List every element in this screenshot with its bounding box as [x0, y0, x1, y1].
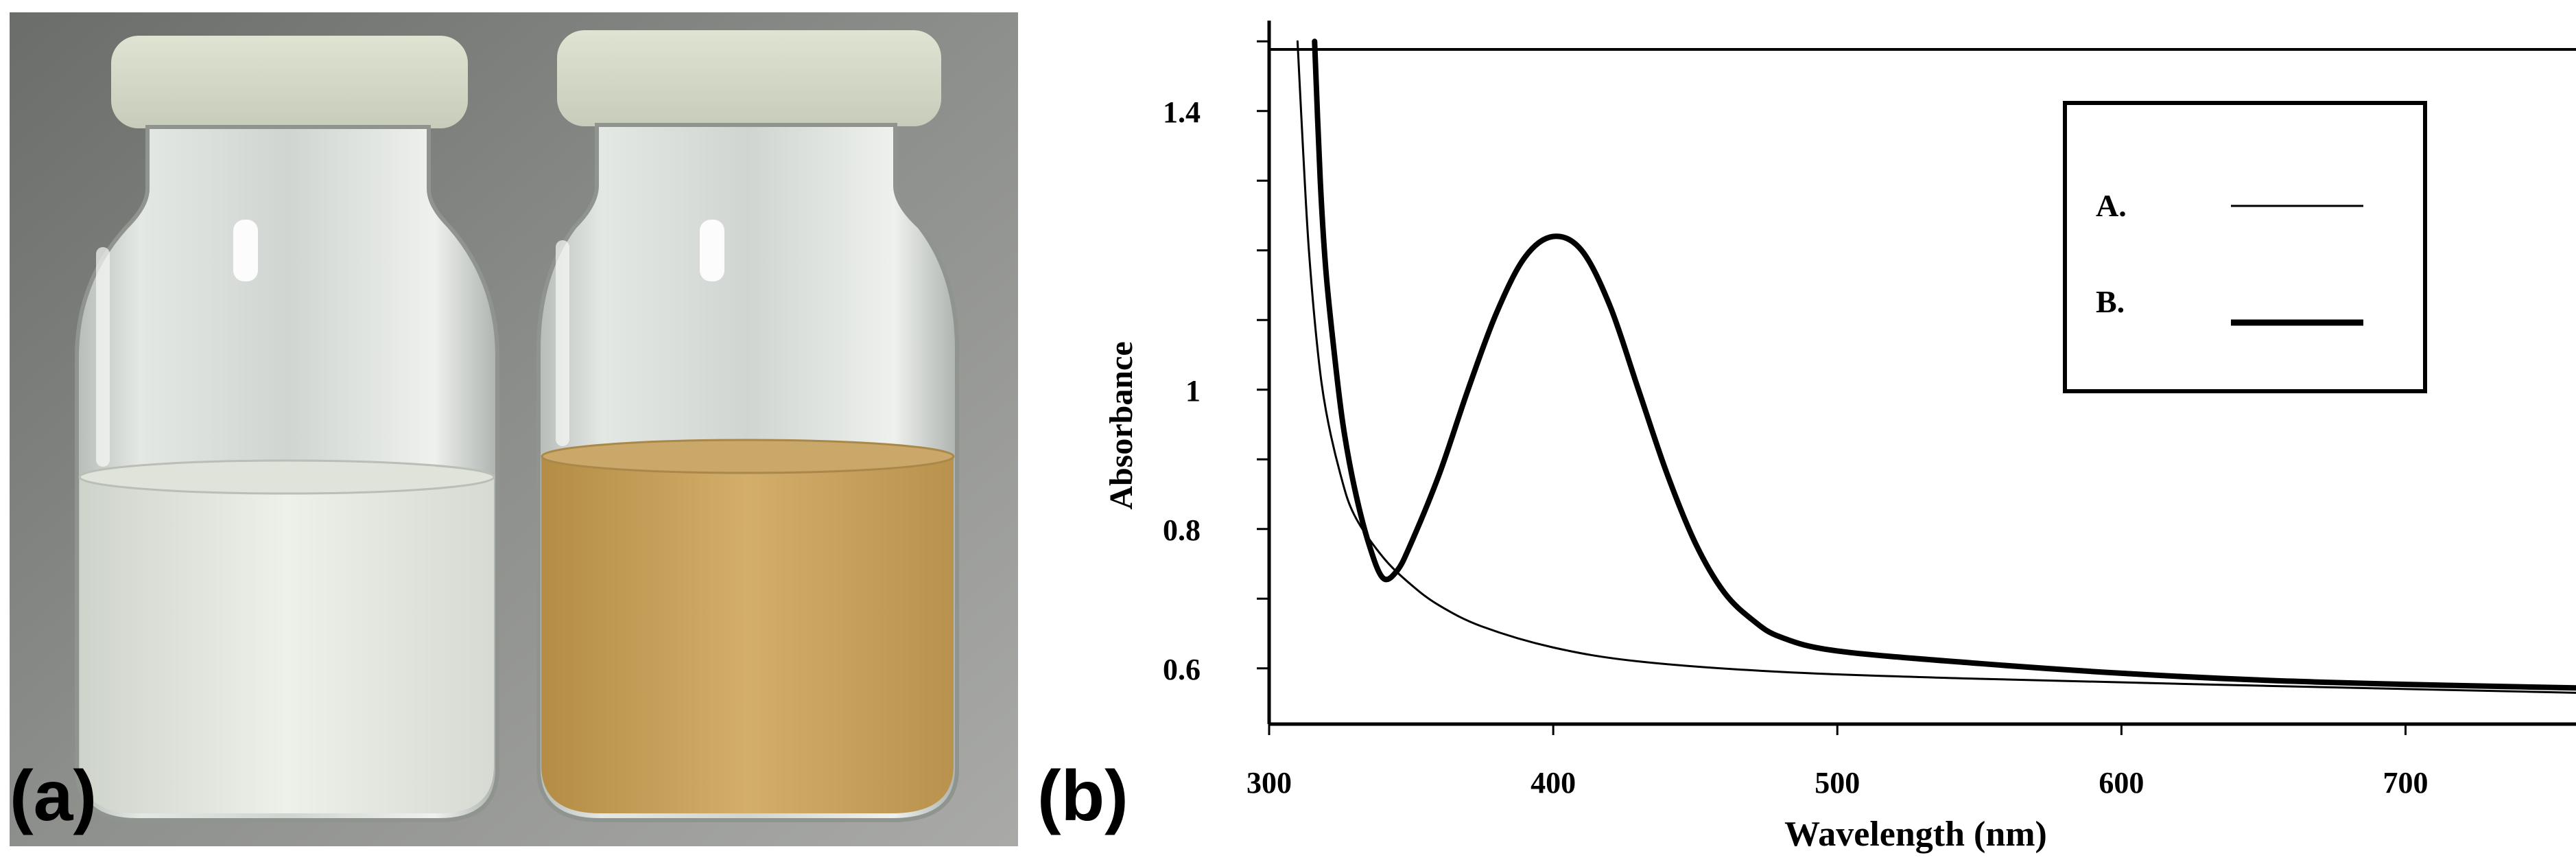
cap-right	[557, 30, 941, 126]
x-tick-label: 400	[1531, 766, 1576, 800]
y-tick-label: 1.4	[1163, 95, 1201, 129]
vial-left	[75, 36, 499, 822]
legend-label-b: B.	[2096, 284, 2125, 319]
y-tick-label: 0.8	[1163, 513, 1201, 547]
liquid-right	[541, 456, 954, 813]
x-axis-label: Wavelength (nm)	[1784, 815, 2047, 854]
legend: A. B.	[2063, 101, 2427, 393]
vial-right	[536, 30, 959, 822]
vials-photo	[10, 12, 1018, 846]
series-line-a	[1296, 40, 2576, 694]
legend-label-a: A.	[2096, 188, 2127, 223]
x-tick-label: 600	[2099, 766, 2144, 800]
x-tick-label: 300	[1246, 766, 1292, 800]
x-tick-label: 500	[1815, 766, 1860, 800]
liquid-left	[80, 477, 494, 813]
panel-label-b: (b)	[1037, 756, 1129, 836]
y-tick-label: 1	[1185, 374, 1201, 408]
absorbance-chart: 0.6 0.8 1 1.4 300 400 500 600 700 Wavelength (nm)…	[1103, 21, 2576, 854]
y-axis-label: Absorbance	[1103, 341, 1139, 509]
y-tick-label: 0.6	[1163, 653, 1201, 686]
cap-left	[111, 36, 468, 128]
legend-frame	[2063, 101, 2427, 393]
x-tick-label: 700	[2383, 766, 2429, 800]
panel-label-a: (a)	[10, 756, 97, 836]
series-line-b	[1312, 38, 2576, 691]
